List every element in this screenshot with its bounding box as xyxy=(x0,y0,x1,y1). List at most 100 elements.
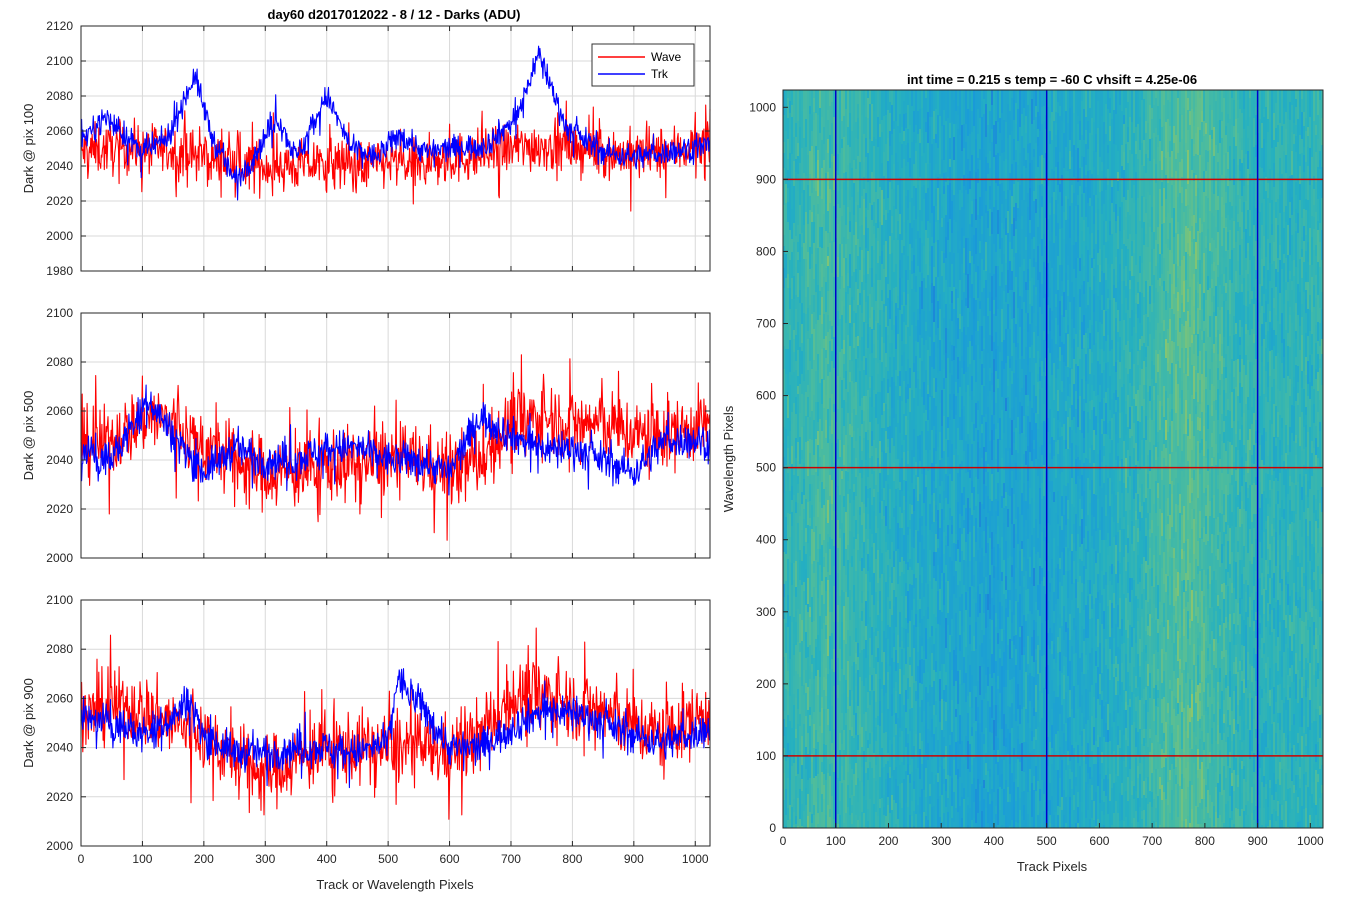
heatmap-cell xyxy=(859,507,861,515)
heatmap-cell xyxy=(793,330,795,339)
heatmap-cell xyxy=(855,763,857,785)
heatmap-cell xyxy=(927,535,929,566)
heatmap-cell xyxy=(971,227,973,238)
heatmap-cell xyxy=(991,501,993,516)
heatmap-cell xyxy=(957,277,959,298)
heatmap-cell xyxy=(1003,815,1005,828)
series-line-trk xyxy=(80,384,711,496)
heatmap-cell xyxy=(795,645,797,671)
heatmap-cell xyxy=(1039,524,1041,536)
heatmap-cell xyxy=(1055,135,1057,147)
heatmap-cell xyxy=(885,816,887,828)
heatmap-cell xyxy=(857,612,859,643)
heatmap-cell xyxy=(969,263,971,275)
heatmap-cell xyxy=(801,303,803,324)
heatmap-cell xyxy=(845,644,847,680)
heatmap-cell xyxy=(791,766,793,795)
heatmap-cell xyxy=(929,285,931,311)
heatmap-cell xyxy=(987,496,989,513)
heatmap-cell xyxy=(941,664,943,699)
heatmap-cell xyxy=(865,217,867,228)
heatmap-cell xyxy=(917,666,919,699)
heatmap-cell xyxy=(943,110,945,125)
heatmap-cell xyxy=(1011,612,1013,623)
heatmap-cell xyxy=(931,645,933,653)
heatmap-cell xyxy=(799,303,801,329)
heatmap-cell xyxy=(983,338,985,349)
heatmap-cell xyxy=(863,636,865,649)
heatmap-cell xyxy=(917,449,919,477)
heatmap-cell xyxy=(841,638,843,669)
heatmap-cell xyxy=(839,335,841,352)
heatmap-cell xyxy=(783,346,785,369)
heatmap-cell xyxy=(913,289,915,312)
heatmap-cell xyxy=(1009,307,1011,329)
heatmap-cell xyxy=(1011,805,1013,820)
heatmap-cell xyxy=(1037,312,1039,336)
heatmap-cell xyxy=(977,479,979,494)
heatmap-cell xyxy=(885,693,887,712)
heatmap-cell xyxy=(1059,526,1061,558)
heatmap-cell xyxy=(1007,451,1009,463)
heatmap-cell xyxy=(939,557,941,589)
heatmap-cell xyxy=(805,499,807,528)
heatmap-cell xyxy=(1061,552,1063,586)
heatmap-cell xyxy=(885,90,887,115)
heatmap-cell xyxy=(949,635,951,652)
heatmap-cell xyxy=(907,775,909,807)
heatmap-cell xyxy=(863,796,865,813)
heatmap-cell xyxy=(817,695,819,732)
heatmap-cell xyxy=(969,520,971,532)
heatmap-cell xyxy=(943,628,945,664)
heatmap-cell xyxy=(795,295,797,309)
heatmap-cell xyxy=(807,339,809,370)
heatmap-cell xyxy=(913,90,915,111)
heatmap-cell xyxy=(965,441,967,473)
heatmap-cell xyxy=(933,578,935,614)
heatmap-cell xyxy=(857,205,859,239)
heatmap-cell xyxy=(819,677,821,712)
heatmap-cell xyxy=(905,618,907,629)
heatmap-cell xyxy=(999,629,1001,649)
heatmap-cell xyxy=(971,493,973,515)
heatmap-cell xyxy=(1061,586,1063,618)
heatmap-cell xyxy=(927,188,929,221)
heatmap-cell xyxy=(849,232,851,254)
heatmap-cell xyxy=(921,243,923,273)
heatmap-cell xyxy=(909,244,911,270)
heatmap-cell xyxy=(1017,417,1019,432)
heatmap-cell xyxy=(851,795,853,805)
heatmap-cell xyxy=(941,390,943,426)
heatmap-cell xyxy=(949,159,951,167)
heatmap-cell xyxy=(967,696,969,713)
heatmap-cell xyxy=(1021,216,1023,229)
heatmap-cell xyxy=(789,184,791,203)
heatmap-cell xyxy=(985,577,987,594)
heatmap-cell xyxy=(907,90,909,105)
heatmap-cell xyxy=(903,246,905,255)
heatmap-cell xyxy=(991,532,993,549)
heatmap-cell xyxy=(1013,236,1015,257)
heatmap-cell xyxy=(985,486,987,494)
heatmap-cell xyxy=(897,663,899,683)
heatmap-cell xyxy=(875,628,877,636)
heatmap-cell xyxy=(827,256,829,266)
heatmap-cell xyxy=(861,313,863,337)
heatmap-cell xyxy=(915,563,917,578)
heatmap-cell xyxy=(897,414,899,423)
heatmap-cell xyxy=(879,613,881,650)
heatmap-cell xyxy=(901,240,903,253)
heatmap-cell xyxy=(1023,647,1025,655)
heatmap-cell xyxy=(1059,685,1061,714)
heatmap-cell xyxy=(969,189,971,224)
heatmap-cell xyxy=(949,167,951,183)
heatmap-cell xyxy=(883,199,885,215)
heatmap-cell xyxy=(977,779,979,813)
heatmap-cell xyxy=(1011,565,1013,577)
heatmap-cell xyxy=(991,549,993,565)
heatmap-cell xyxy=(809,247,811,269)
heatmap-cell xyxy=(1041,693,1043,718)
heatmap-cell xyxy=(901,434,903,445)
heatmap-cell xyxy=(947,476,949,504)
heatmap-cell xyxy=(1029,372,1031,401)
